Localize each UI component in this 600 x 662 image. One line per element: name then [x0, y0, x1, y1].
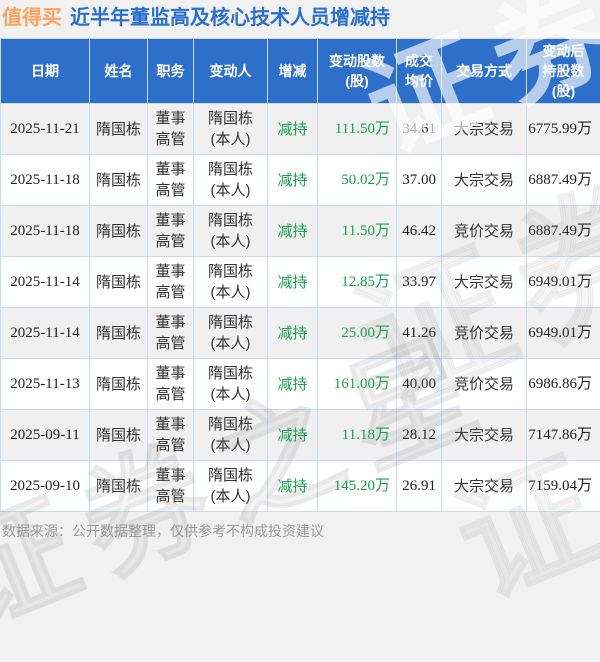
- holdings-change-table: 日期 姓名 职务 变动人 增减 变动股数 (股) 成交 均价 交易方式 变动后 …: [0, 38, 600, 512]
- cell-changer: 隋国栋 (本人): [194, 461, 268, 512]
- cell-changer: 隋国栋 (本人): [194, 308, 268, 359]
- cell-date: 2025-11-21: [1, 104, 90, 155]
- cell-position: 董事 高管: [148, 359, 194, 410]
- col-header-date: 日期: [1, 39, 90, 104]
- cell-changer: 隋国栋 (本人): [194, 104, 268, 155]
- cell-position: 董事 高管: [148, 257, 194, 308]
- cell-price: 40.00: [397, 359, 442, 410]
- cell-after: 7147.86万: [527, 410, 600, 461]
- cell-after: 6949.01万: [527, 308, 600, 359]
- cell-after: 6986.86万: [527, 359, 600, 410]
- cell-position: 董事 高管: [148, 104, 194, 155]
- page-title: 值得买近半年董监高及核心技术人员增减持: [0, 0, 600, 38]
- col-header-position: 职务: [148, 39, 194, 104]
- cell-direction: 减持: [268, 257, 318, 308]
- cell-method: 大宗交易: [442, 410, 527, 461]
- cell-position: 董事 高管: [148, 155, 194, 206]
- col-header-shares-after: 变动后 持股数 (股): [527, 39, 600, 104]
- cell-date: 2025-11-18: [1, 155, 90, 206]
- cell-date: 2025-11-14: [1, 257, 90, 308]
- cell-changer: 隋国栋 (本人): [194, 359, 268, 410]
- insider-trading-panel: 证券之星 证券之星 证券之星 证券之星 值得买近半年董监高及核心技术人员增减持 …: [0, 0, 600, 532]
- cell-method: 竞价交易: [442, 359, 527, 410]
- cell-direction: 减持: [268, 410, 318, 461]
- cell-shares: 50.02万: [318, 155, 397, 206]
- cell-price: 28.12: [397, 410, 442, 461]
- cell-position: 董事 高管: [148, 206, 194, 257]
- cell-position: 董事 高管: [148, 308, 194, 359]
- cell-name: 隋国栋: [90, 257, 148, 308]
- cell-date: 2025-11-18: [1, 206, 90, 257]
- cell-after: 6775.99万: [527, 104, 600, 155]
- cell-after: 6887.49万: [527, 206, 600, 257]
- cell-method: 大宗交易: [442, 257, 527, 308]
- cell-after: 6887.49万: [527, 155, 600, 206]
- cell-after: 6949.01万: [527, 257, 600, 308]
- cell-method: 竞价交易: [442, 308, 527, 359]
- cell-changer: 隋国栋 (本人): [194, 206, 268, 257]
- col-header-direction: 增减: [268, 39, 318, 104]
- col-header-name: 姓名: [90, 39, 148, 104]
- cell-price: 41.26: [397, 308, 442, 359]
- cell-method: 大宗交易: [442, 155, 527, 206]
- cell-date: 2025-09-11: [1, 410, 90, 461]
- cell-name: 隋国栋: [90, 104, 148, 155]
- cell-changer: 隋国栋 (本人): [194, 410, 268, 461]
- cell-price: 33.97: [397, 257, 442, 308]
- cell-changer: 隋国栋 (本人): [194, 257, 268, 308]
- cell-name: 隋国栋: [90, 461, 148, 512]
- cell-shares: 145.20万: [318, 461, 397, 512]
- table-header-row: 日期 姓名 职务 变动人 增减 变动股数 (股) 成交 均价 交易方式 变动后 …: [1, 39, 600, 104]
- cell-method: 大宗交易: [442, 104, 527, 155]
- cell-date: 2025-11-14: [1, 308, 90, 359]
- cell-position: 董事 高管: [148, 410, 194, 461]
- cell-direction: 减持: [268, 461, 318, 512]
- cell-shares: 111.50万: [318, 104, 397, 155]
- cell-price: 46.42: [397, 206, 442, 257]
- cell-shares: 11.50万: [318, 206, 397, 257]
- page-title-text: 近半年董监高及核心技术人员增减持: [70, 7, 390, 29]
- cell-name: 隋国栋: [90, 359, 148, 410]
- data-source-note: 数据来源：公开数据整理，仅供参考不构成投资建议: [0, 512, 600, 541]
- cell-name: 隋国栋: [90, 308, 148, 359]
- cell-changer: 隋国栋 (本人): [194, 155, 268, 206]
- cell-price: 34.61: [397, 104, 442, 155]
- cell-shares: 11.18万: [318, 410, 397, 461]
- col-header-avg-price: 成交 均价: [397, 39, 442, 104]
- cell-price: 37.00: [397, 155, 442, 206]
- cell-name: 隋国栋: [90, 206, 148, 257]
- cell-position: 董事 高管: [148, 461, 194, 512]
- col-header-trade-method: 交易方式: [442, 39, 527, 104]
- cell-name: 隋国栋: [90, 155, 148, 206]
- cell-method: 竞价交易: [442, 206, 527, 257]
- cell-direction: 减持: [268, 104, 318, 155]
- cell-price: 26.91: [397, 461, 442, 512]
- cell-direction: 减持: [268, 206, 318, 257]
- cell-name: 隋国栋: [90, 410, 148, 461]
- cell-direction: 减持: [268, 308, 318, 359]
- stock-name: 值得买: [2, 7, 62, 29]
- cell-shares: 25.00万: [318, 308, 397, 359]
- cell-direction: 减持: [268, 359, 318, 410]
- col-header-changer: 变动人: [194, 39, 268, 104]
- cell-after: 7159.04万: [527, 461, 600, 512]
- cell-shares: 12.85万: [318, 257, 397, 308]
- cell-direction: 减持: [268, 155, 318, 206]
- cell-date: 2025-11-13: [1, 359, 90, 410]
- cell-shares: 161.00万: [318, 359, 397, 410]
- col-header-shares-changed: 变动股数 (股): [318, 39, 397, 104]
- cell-date: 2025-09-10: [1, 461, 90, 512]
- cell-method: 大宗交易: [442, 461, 527, 512]
